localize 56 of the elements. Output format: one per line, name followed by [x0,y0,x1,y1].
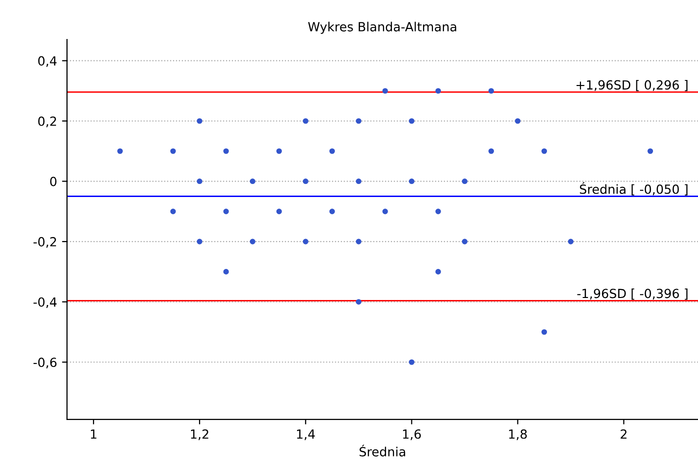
point [435,208,441,214]
point [568,238,574,244]
point [488,148,494,154]
point [514,118,520,124]
y-tick-label: -0,4 [34,297,57,308]
x-axis-title: Średnia [360,444,406,456]
x-tick-label: 1,4 [297,430,315,440]
point [382,208,388,214]
x-tick-label: 1,8 [509,429,527,440]
point [382,88,388,94]
point [408,359,414,365]
point [435,88,441,94]
point [276,148,282,154]
ref-line-label: +1,96SD [ 0,296 ] [576,80,688,92]
y-tick-label: -0,6 [34,358,56,368]
point [356,299,362,305]
point [276,208,282,214]
chart-title: Wykres Blanda-Altmana [308,22,456,34]
x-tick-label: 1,6 [403,429,421,440]
point [196,178,202,184]
y-tick-label: 0,2 [38,116,56,128]
x-tick-label: 1 [90,430,96,439]
point [196,238,202,244]
point [462,238,468,244]
point [408,178,414,184]
x-tick-label: 1,2 [191,429,208,440]
point [223,268,229,274]
point [250,178,256,184]
point [302,178,308,184]
point [435,268,441,274]
ref-line-label: Średnia [ -0,050 ] [580,182,688,196]
point [117,148,123,154]
y-tick-label: 0 [50,176,56,186]
point [196,118,202,124]
point [488,88,494,94]
y-tick-label: -0,2 [34,237,56,248]
ref-line-label: -1,96SD [ -0,396 ] [577,288,688,300]
point [329,148,335,154]
point [356,238,362,244]
point [170,208,176,214]
point [329,208,335,214]
point [356,178,362,184]
y-tick-label: 0,4 [38,56,57,67]
point [541,148,548,154]
point [648,148,654,154]
point [302,238,308,244]
point [223,208,229,214]
point [250,238,256,244]
point [223,148,229,154]
point [356,118,362,124]
x-tick-label: 2 [620,429,626,439]
point [541,329,548,335]
point [170,148,176,154]
point [302,118,308,124]
point [462,178,468,184]
point [408,118,414,124]
